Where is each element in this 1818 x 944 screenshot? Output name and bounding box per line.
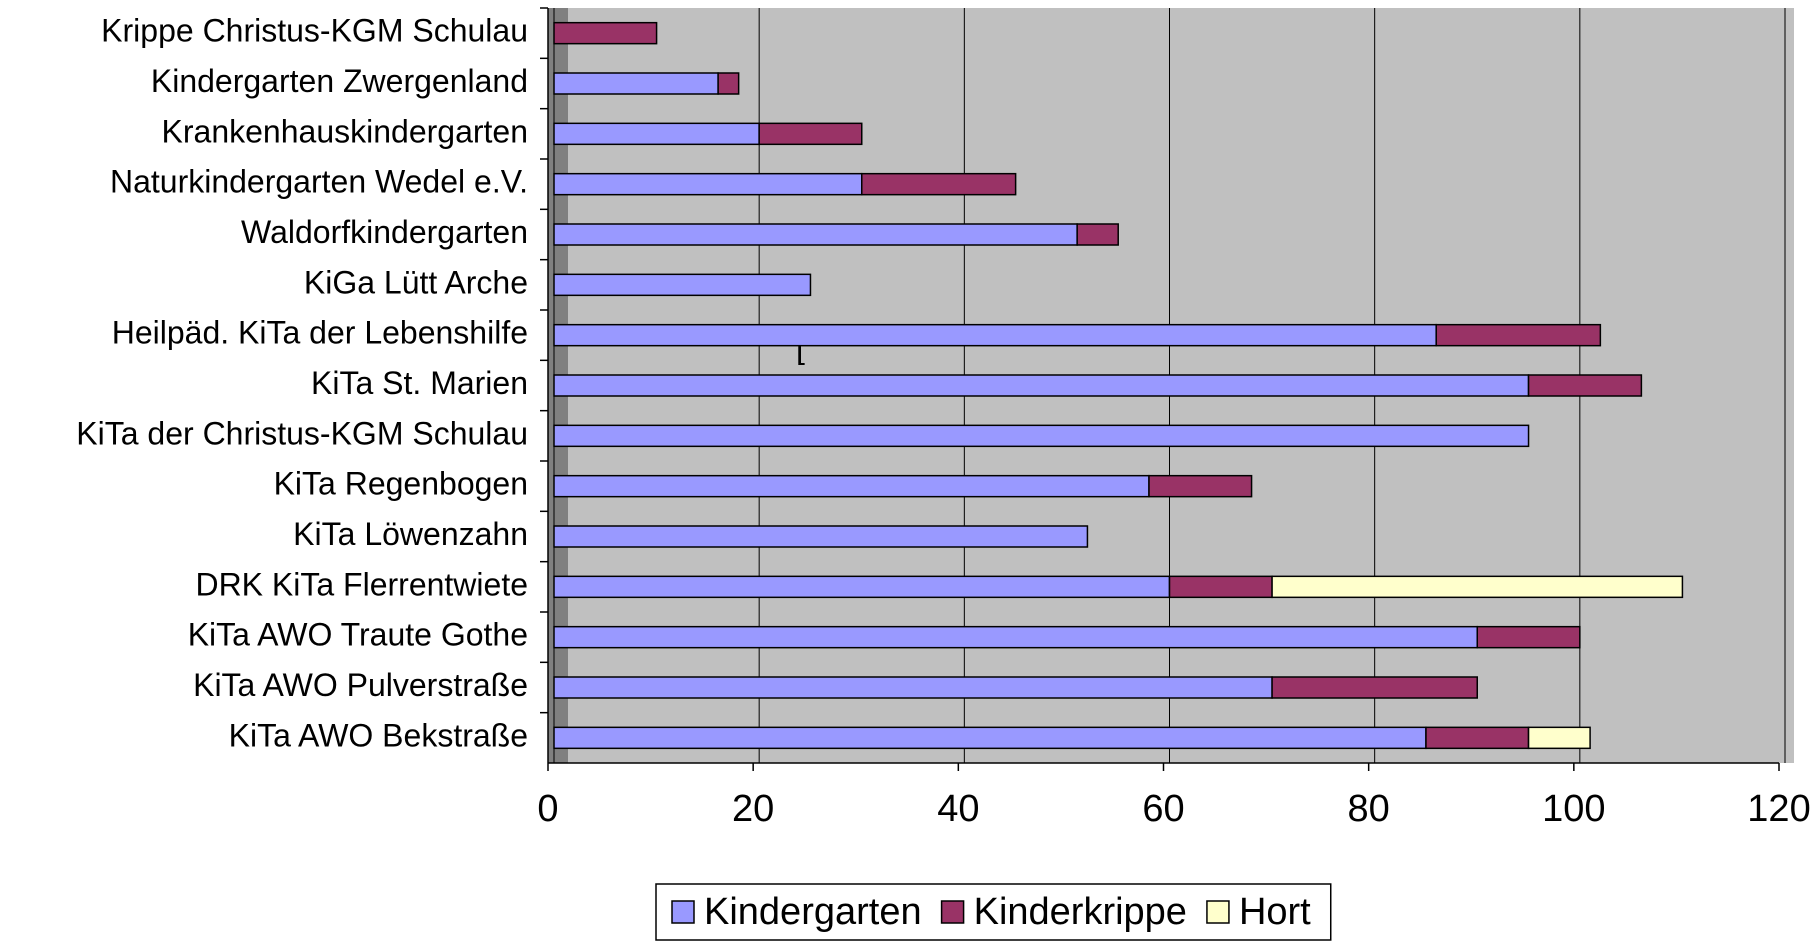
y-tick-label: Waldorfkindergarten xyxy=(241,214,528,250)
bar-segment xyxy=(553,72,719,95)
bar-segment xyxy=(1168,575,1273,599)
legend-swatch xyxy=(1206,900,1230,924)
bar-segment xyxy=(758,122,863,146)
y-tick-label: KiTa AWO Traute Gothe xyxy=(188,617,528,653)
y-tick-label: KiTa Löwenzahn xyxy=(293,516,528,552)
bar-segment xyxy=(553,676,1273,699)
bar-segment xyxy=(553,525,1089,548)
legend-label: Kinderkrippe xyxy=(974,891,1187,933)
y-tick-label: KiTa AWO Bekstraße xyxy=(229,717,528,753)
bar-segment xyxy=(861,172,1017,196)
bar-segment xyxy=(553,424,1530,448)
annotation: [ xyxy=(796,329,805,365)
x-tick-label: 100 xyxy=(1542,788,1605,830)
bar-segment xyxy=(553,474,1150,498)
bar-segment xyxy=(1476,625,1581,649)
x-tick-label: 0 xyxy=(537,788,558,830)
y-tick-label: Kindergarten Zwergenland xyxy=(151,63,528,99)
y-tick-label: KiTa AWO Pulverstraße xyxy=(193,667,528,703)
bar-segment xyxy=(1076,223,1119,246)
bar-segment xyxy=(717,72,740,95)
bar-segment xyxy=(553,726,1427,750)
bar-segment xyxy=(1271,575,1684,599)
y-tick-label: KiTa der Christus-KGM Schulau xyxy=(76,415,528,451)
bar-segment xyxy=(1271,676,1479,699)
bar-segment xyxy=(1425,726,1530,750)
bar-segment xyxy=(1148,474,1253,498)
legend-swatch xyxy=(671,900,695,924)
bar-segment xyxy=(553,122,760,146)
x-tick-label: 60 xyxy=(1142,788,1184,830)
y-tick-label: Krankenhauskindergarten xyxy=(162,113,528,149)
bar-segment xyxy=(553,374,1530,397)
bar-segment xyxy=(553,625,1478,649)
x-tick-label: 120 xyxy=(1747,788,1810,830)
bar-segment xyxy=(1435,323,1602,347)
y-tick-label: KiTa St. Marien xyxy=(311,365,528,401)
bar-segment xyxy=(553,273,812,297)
bar-segment xyxy=(553,323,1437,347)
y-tick-label: Naturkindergarten Wedel e.V. xyxy=(110,164,528,200)
x-tick-label: 40 xyxy=(937,788,979,830)
x-tick-label: 20 xyxy=(732,788,774,830)
y-tick-label: KiGa Lütt Arche xyxy=(304,264,528,300)
x-tick-label: 80 xyxy=(1348,788,1390,830)
y-tick-label: KiTa Regenbogen xyxy=(274,466,528,502)
y-tick-label: Krippe Christus-KGM Schulau xyxy=(101,13,528,49)
y-tick-label: DRK KiTa Flerrentwiete xyxy=(195,566,528,602)
legend-swatch xyxy=(940,900,965,924)
bar-segment xyxy=(553,21,658,45)
legend-label: Hort xyxy=(1239,891,1311,933)
legend-label: Kindergarten xyxy=(704,891,922,933)
bar-segment xyxy=(553,575,1171,599)
bar-segment xyxy=(553,172,863,196)
y-tick-label: Heilpäd. KiTa der Lebenshilfe xyxy=(112,315,528,351)
bar-segment xyxy=(1527,726,1591,750)
bar-segment xyxy=(553,223,1078,246)
bar-segment xyxy=(1527,374,1643,397)
